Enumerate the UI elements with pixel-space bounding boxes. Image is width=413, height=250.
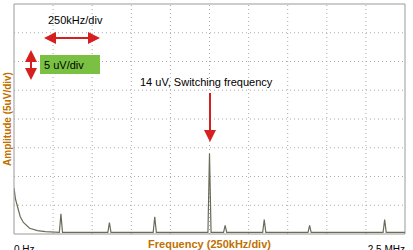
svg-text:2.5 MHz: 2.5 MHz xyxy=(368,244,405,250)
svg-text:5 uV/div: 5 uV/div xyxy=(44,59,84,71)
svg-text:Amplitude (5uV/div): Amplitude (5uV/div) xyxy=(8,72,13,166)
svg-text:Frequency (250kHz/div): Frequency (250kHz/div) xyxy=(148,238,271,250)
svg-text:250kHz/div: 250kHz/div xyxy=(48,14,103,26)
svg-text:14 uV, Switching frequency: 14 uV, Switching frequency xyxy=(140,76,273,88)
svg-text:0 Hz: 0 Hz xyxy=(14,244,35,250)
